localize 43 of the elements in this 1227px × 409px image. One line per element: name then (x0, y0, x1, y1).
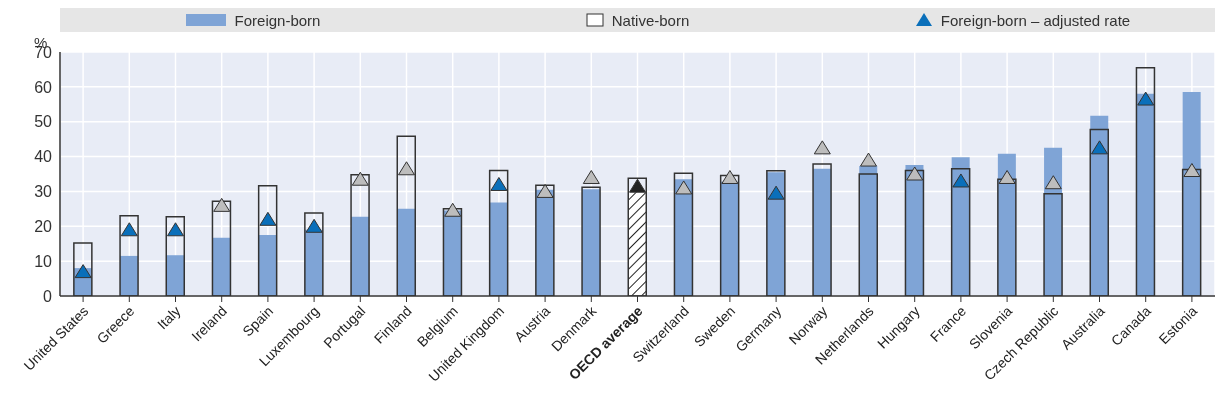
point (120, 222, 138, 237)
bar (258, 235, 277, 296)
legend-label: Native-born (611, 11, 690, 29)
point (629, 178, 646, 193)
point (213, 197, 231, 212)
point (305, 218, 323, 233)
bar (1136, 93, 1155, 296)
bar (166, 255, 185, 296)
point (1044, 175, 1062, 190)
point (1091, 140, 1108, 155)
point (490, 176, 508, 191)
point (813, 140, 831, 155)
bar (489, 202, 508, 296)
point (721, 169, 739, 184)
point (582, 169, 600, 184)
y-tick-label: 30 (34, 183, 53, 201)
y-tick-label: 60 (34, 78, 53, 96)
point (952, 173, 970, 188)
bar (1182, 92, 1201, 296)
y-tick-label: 50 (34, 113, 53, 131)
legend-label: Foreign-born (234, 11, 321, 29)
bar (628, 192, 647, 296)
bar (212, 237, 231, 296)
y-tick-label: 10 (34, 252, 53, 270)
point (906, 166, 924, 181)
point (259, 211, 277, 226)
point (767, 185, 785, 200)
point (351, 171, 369, 186)
point (444, 202, 462, 217)
point (860, 152, 877, 167)
point (1183, 163, 1201, 178)
legend-label: Foreign-born – adjusted rate (940, 11, 1131, 29)
point (167, 222, 184, 237)
y-tick-label: 20 (34, 217, 53, 235)
point (398, 161, 415, 176)
x-tick-label: Italy (154, 302, 184, 333)
point (536, 183, 554, 198)
y-tick-label: 0 (43, 287, 53, 305)
point (998, 169, 1016, 184)
y-tick-label: 40 (34, 148, 53, 166)
point (1137, 91, 1155, 106)
point (675, 180, 693, 195)
bar (397, 208, 416, 296)
